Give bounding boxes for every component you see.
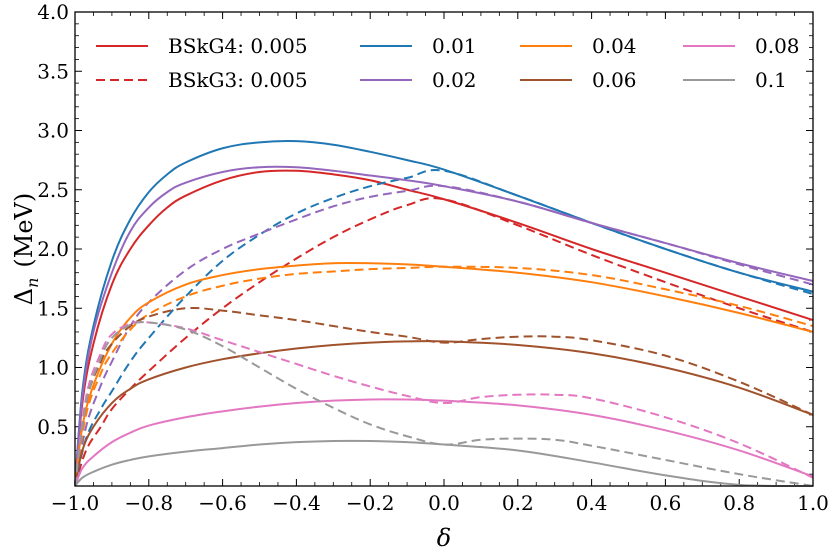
series-line-0-04-bskg3 bbox=[74, 265, 814, 487]
x-tick-label: −0.2 bbox=[346, 491, 395, 515]
y-axis-label-subscript: n bbox=[23, 278, 42, 288]
legend-label: 0.08 bbox=[755, 34, 800, 58]
x-axis-label: δ bbox=[437, 524, 451, 552]
x-tick-label: −0.4 bbox=[272, 491, 321, 515]
series-layer bbox=[74, 139, 814, 488]
y-axis-label: Δn (MeV) bbox=[10, 193, 42, 306]
series-line-0-08-bskg3 bbox=[74, 320, 814, 487]
y-tick-label: 2.5 bbox=[37, 178, 69, 202]
plot-frame bbox=[74, 11, 814, 487]
x-tick-label: 0.2 bbox=[502, 491, 534, 515]
y-tick-label: 2.0 bbox=[37, 237, 69, 261]
svg-text:Δn(MeV): Δn (MeV) bbox=[10, 193, 42, 306]
legend-entry: 0.04 bbox=[520, 34, 637, 58]
legend-entry: 0.1 bbox=[683, 68, 787, 92]
series-line-0-06-bskg3 bbox=[74, 306, 814, 487]
x-tick-label: 0.8 bbox=[723, 491, 755, 515]
legend-label: BSkG4: 0.005 bbox=[168, 34, 308, 58]
legend-label: 0.1 bbox=[755, 68, 787, 92]
x-tick-label: −0.8 bbox=[125, 491, 174, 515]
x-tick-label: 0.0 bbox=[428, 491, 460, 515]
x-tick-label: −1.0 bbox=[51, 491, 100, 515]
legend-label: 0.01 bbox=[432, 34, 477, 58]
y-tick-label: 3.5 bbox=[37, 59, 69, 83]
series-line-0-01-bskg3 bbox=[74, 169, 814, 487]
legend-entry: 0.02 bbox=[360, 68, 477, 92]
y-tick-label: 1.5 bbox=[37, 296, 69, 320]
legend-label: BSkG3: 0.005 bbox=[168, 68, 308, 92]
x-tick-label: 0.4 bbox=[576, 491, 608, 515]
legend-label: 0.02 bbox=[432, 68, 477, 92]
y-tick-label: 0.5 bbox=[37, 415, 69, 439]
legend-label: 0.04 bbox=[592, 34, 637, 58]
x-tick-label: 1.0 bbox=[797, 491, 829, 515]
series-line-0-08 bbox=[74, 398, 814, 487]
legend-entry: BSkG3: 0.005 bbox=[96, 68, 308, 92]
legend-label: 0.06 bbox=[592, 68, 637, 92]
series-line-0-06 bbox=[74, 340, 814, 487]
x-tick-label: −0.6 bbox=[198, 491, 247, 515]
series-line-0-1 bbox=[74, 439, 814, 488]
tick-labels: −1.0 −0.8 −0.6 −0.4 −0.2 0.0 0.2 0.4 0.6 0.8 1.0 0.… bbox=[37, 0, 829, 515]
legend: BSkG4: 0.005 BSkG3: 0.005 0.01 0.02 0.04 0.06… bbox=[96, 34, 800, 92]
y-axis-label-symbol: Δ bbox=[10, 288, 38, 305]
legend-entry: 0.06 bbox=[520, 68, 637, 92]
series-line-0-02-bskg3 bbox=[74, 184, 814, 487]
legend-entry: 0.08 bbox=[683, 34, 800, 58]
series-line-bskg4-0-005 bbox=[74, 169, 814, 487]
y-tick-label: 1.0 bbox=[37, 356, 69, 380]
series-line-0-1-bskg3 bbox=[74, 321, 814, 487]
legend-entry: 0.01 bbox=[360, 34, 477, 58]
x-tick-label: 0.6 bbox=[649, 491, 681, 515]
y-tick-label: 4.0 bbox=[37, 0, 69, 24]
y-tick-label: 3.0 bbox=[37, 119, 69, 143]
legend-entry: BSkG4: 0.005 bbox=[96, 34, 308, 58]
series-line-bskg3-0-005 bbox=[74, 197, 814, 487]
y-axis-label-unit: (MeV) bbox=[10, 193, 38, 268]
